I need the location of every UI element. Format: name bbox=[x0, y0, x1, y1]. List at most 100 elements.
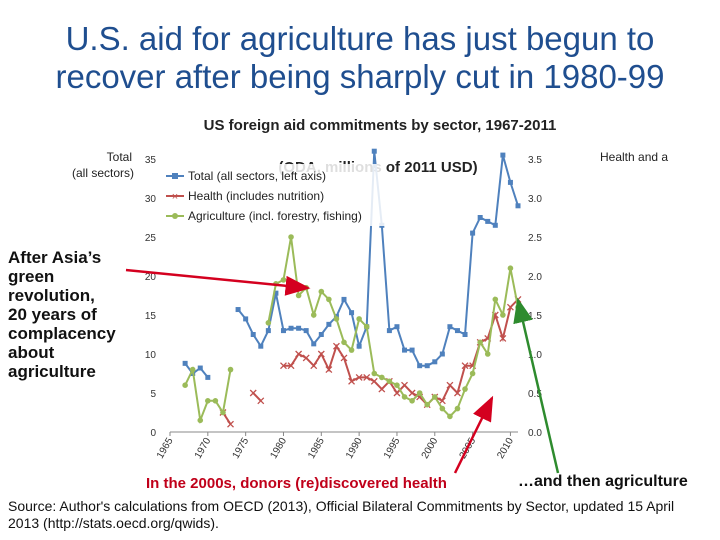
agriculture-point bbox=[371, 370, 378, 377]
health-point bbox=[302, 354, 310, 362]
total-point bbox=[205, 374, 211, 380]
right-axis-label: Health and a bbox=[600, 150, 668, 164]
x-tick-label: 1965 bbox=[155, 436, 176, 461]
total-point bbox=[394, 324, 400, 330]
health-point bbox=[340, 354, 348, 362]
agriculture-point bbox=[394, 382, 400, 389]
left-axis-label-2: (all sectors) bbox=[72, 166, 134, 180]
total-point bbox=[462, 332, 468, 337]
y-left-tick-label: 20 bbox=[145, 272, 157, 283]
footnote-health: In the 2000s, donors (re)discovered heal… bbox=[146, 475, 447, 492]
total-point bbox=[341, 296, 347, 302]
left-annotation-line: complacency bbox=[8, 324, 116, 343]
agriculture-point bbox=[326, 296, 332, 303]
total-point bbox=[243, 316, 249, 322]
x-tick-label: 1985 bbox=[306, 436, 327, 461]
health-point bbox=[332, 342, 340, 350]
agriculture-point bbox=[356, 316, 362, 322]
left-annotation-line: about bbox=[8, 343, 55, 362]
agriculture-point bbox=[484, 351, 491, 357]
health-point bbox=[355, 373, 363, 381]
x-tick-label: 1990 bbox=[344, 436, 365, 461]
agriculture-point bbox=[182, 382, 188, 389]
title-line-2: recover after being sharply cut in 1980-… bbox=[55, 58, 665, 95]
agriculture-point bbox=[500, 312, 506, 318]
y-left-tick-label: 15 bbox=[145, 311, 157, 322]
agriculture-point bbox=[469, 370, 476, 377]
total-point bbox=[265, 328, 271, 334]
agriculture-point bbox=[409, 398, 415, 404]
arrow-complacency bbox=[125, 268, 311, 296]
left-annotation-line: green bbox=[8, 267, 55, 286]
total-point bbox=[386, 328, 392, 334]
y-right-tick-label: 2.5 bbox=[528, 233, 542, 244]
agriculture-point bbox=[333, 316, 340, 322]
health-point bbox=[257, 397, 265, 405]
legend-health-label: Health (includes nutrition) bbox=[188, 189, 324, 203]
legend-agri-marker bbox=[172, 213, 178, 219]
y-right-tick-label: 1.0 bbox=[528, 350, 542, 361]
total-point bbox=[318, 332, 324, 337]
agriculture-point bbox=[379, 374, 385, 381]
agriculture-point bbox=[265, 320, 272, 326]
total-point bbox=[402, 347, 408, 353]
y-right-tick-label: 3.0 bbox=[528, 194, 542, 205]
agriculture-point bbox=[227, 366, 234, 373]
health-point bbox=[363, 373, 371, 381]
left-y-ticks: 0 5 10 15 20 25 30 35 bbox=[145, 155, 157, 439]
health-point bbox=[370, 377, 378, 385]
health-point bbox=[227, 420, 234, 428]
agriculture-point bbox=[454, 405, 461, 412]
total-point bbox=[311, 341, 317, 347]
y-left-tick-label: 5 bbox=[150, 389, 156, 400]
agriculture-point bbox=[386, 378, 393, 385]
left-annotation-line: revolution, bbox=[8, 286, 95, 305]
y-right-tick-label: 1.5 bbox=[528, 311, 542, 322]
health-point bbox=[249, 389, 257, 397]
agriculture-point bbox=[205, 398, 211, 404]
agriculture-point bbox=[447, 413, 453, 420]
total-point bbox=[296, 325, 302, 331]
health-point bbox=[280, 362, 287, 370]
total-point bbox=[439, 351, 445, 357]
left-annotation: After Asia’s green revolution, 20 years … bbox=[8, 248, 128, 381]
legend-total-marker bbox=[172, 173, 178, 179]
x-tick-label: 1995 bbox=[382, 436, 403, 461]
health-point bbox=[393, 389, 401, 397]
legend-agri-label: Agriculture (incl. forestry, fishing) bbox=[188, 209, 362, 223]
agriculture-point bbox=[363, 323, 370, 330]
x-tick-label: 1975 bbox=[231, 436, 252, 461]
agriculture-point bbox=[401, 394, 408, 400]
left-axis-label-1: Total bbox=[107, 150, 132, 164]
total-point bbox=[454, 328, 460, 334]
x-tick-label: 2010 bbox=[495, 436, 516, 461]
y-right-tick-label: 0.5 bbox=[528, 389, 542, 400]
total-point bbox=[500, 152, 506, 158]
health-point bbox=[401, 381, 408, 389]
health-point bbox=[287, 362, 295, 370]
agriculture-point bbox=[462, 386, 468, 392]
total-point bbox=[477, 215, 483, 220]
health-point bbox=[461, 362, 469, 370]
y-right-tick-label: 0.0 bbox=[528, 428, 542, 439]
agriculture-point bbox=[280, 277, 287, 283]
series-group bbox=[182, 148, 522, 428]
total-point bbox=[349, 310, 355, 316]
legend: Total (all sectors, left axis) × Health … bbox=[160, 164, 386, 226]
total-point bbox=[492, 222, 498, 228]
agriculture-point bbox=[477, 339, 483, 346]
y-left-tick-label: 25 bbox=[145, 233, 157, 244]
series-agriculture bbox=[182, 234, 521, 425]
arrow-agriculture bbox=[513, 297, 560, 474]
series-agriculture-line bbox=[267, 236, 519, 418]
total-point bbox=[250, 332, 256, 337]
agriculture-point bbox=[197, 417, 204, 424]
total-point bbox=[432, 359, 438, 365]
slide-title: U.S. aid for agriculture has just begun … bbox=[0, 20, 720, 96]
total-point bbox=[235, 307, 241, 313]
agriculture-point bbox=[424, 401, 431, 408]
agriculture-point bbox=[341, 339, 347, 346]
health-point bbox=[454, 389, 461, 397]
agriculture-point bbox=[439, 405, 446, 412]
total-point bbox=[303, 328, 309, 334]
